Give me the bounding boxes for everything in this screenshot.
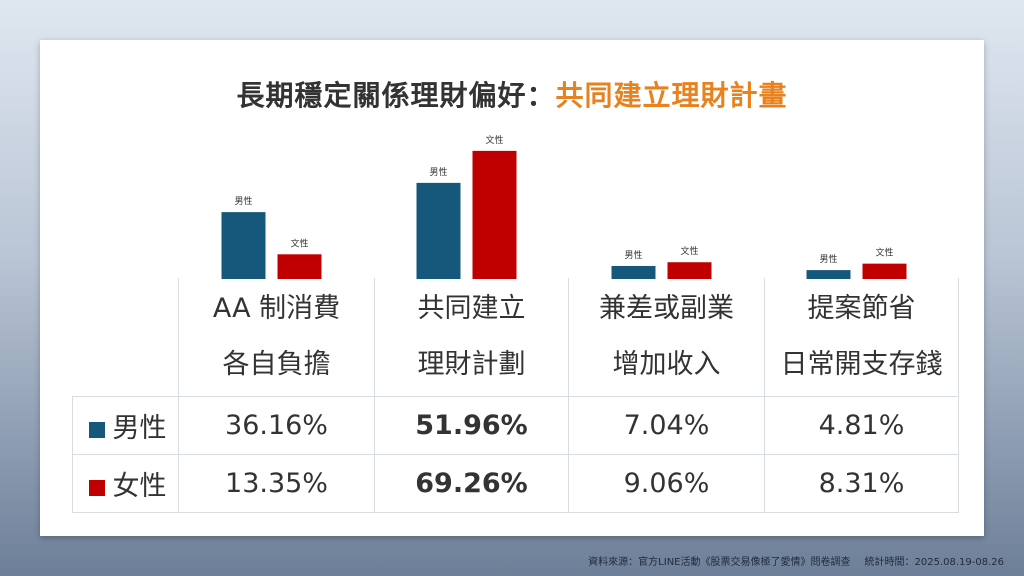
table-cell-highlight: 51.96% [374,396,569,455]
title-highlight: 共同建立理財計畫 [555,79,788,112]
bar-label: 文性 [485,134,503,146]
table-cell: 36.16% [178,396,375,455]
table-cell: 9.06% [568,454,765,513]
bar-female-2 [667,262,712,279]
column-header-line1: 共同建立 [417,293,526,324]
column-header-line1: AA 制消費 [212,293,341,324]
table-row-female: 女性 13.35% 69.26% 9.06% 8.31% [72,454,959,513]
row-header-male: 男性 [72,396,179,455]
bar-label: 男性 [624,249,642,261]
bar-label: 文性 [680,245,698,257]
bar-male-3 [806,270,851,279]
chart-card: 長期穩定關係理財偏好：共同建立理財計畫 男性 文性 男性 文性 男性 文性 男性 文性 AA … [40,40,984,536]
column-header-line2: 日常開支存錢 [780,349,943,380]
table-row-male: 男性 36.16% 51.96% 7.04% 4.81% [72,396,959,455]
column-header-line2: 增加收入 [612,349,721,380]
bar-male-1 [416,182,461,279]
bar-male-2 [611,265,656,279]
source-note: 資料來源：官方LINE活動《股票交易像極了愛情》問卷調查 統計時間：2025.08… [588,553,1004,568]
column-header: AA 制消費 各自負擔 [178,278,375,397]
row-header-female: 女性 [72,454,179,513]
bar-male-0 [221,212,266,279]
row-label: 女性 [112,471,167,502]
bar-female-3 [862,263,907,279]
table-cell: 4.81% [764,396,959,455]
column-header: 共同建立 理財計劃 [374,278,569,397]
bar-label: 男性 [819,253,837,265]
female-legend-swatch [88,479,105,496]
column-header: 兼差或副業 增加收入 [568,278,765,397]
bar-female-0 [277,254,322,279]
column-header-line2: 各自負擔 [222,349,331,380]
table-cell-highlight: 69.26% [374,454,569,513]
table-corner [72,278,179,397]
column-header-line2: 理財計劃 [417,349,526,380]
table-header-row: AA 制消費 各自負擔 共同建立理財計劃 兼差或副業增加收入 提案節省日常開支存錢 [72,278,959,397]
bar-label: 文性 [290,237,308,249]
column-header: 提案節省日常開支存錢 [764,278,959,397]
table-cell: 7.04% [568,396,765,455]
bar-label: 男性 [234,195,252,207]
bar-label: 男性 [429,166,447,178]
table-cell: 13.35% [178,454,375,513]
male-legend-swatch [88,421,105,438]
source-text: 資料來源：官方LINE活動《股票交易像極了愛情》問卷調查 [588,557,851,568]
column-header-line1: 兼差或副業 [599,293,734,324]
table-cell: 8.31% [764,454,959,513]
chart-title: 長期穩定關係理財偏好：共同建立理財計畫 [40,74,984,114]
bar-female-1 [472,150,517,279]
row-label: 男性 [112,413,167,444]
column-header-line1: 提案節省 [807,293,916,324]
title-main: 長期穩定關係理財偏好： [236,79,556,112]
survey-period: 統計時間：2025.08.19-08.26 [864,557,1005,568]
bar-label: 文性 [875,247,893,259]
data-table: AA 制消費 各自負擔 共同建立理財計劃 兼差或副業增加收入 提案節省日常開支存錢… [72,278,959,513]
